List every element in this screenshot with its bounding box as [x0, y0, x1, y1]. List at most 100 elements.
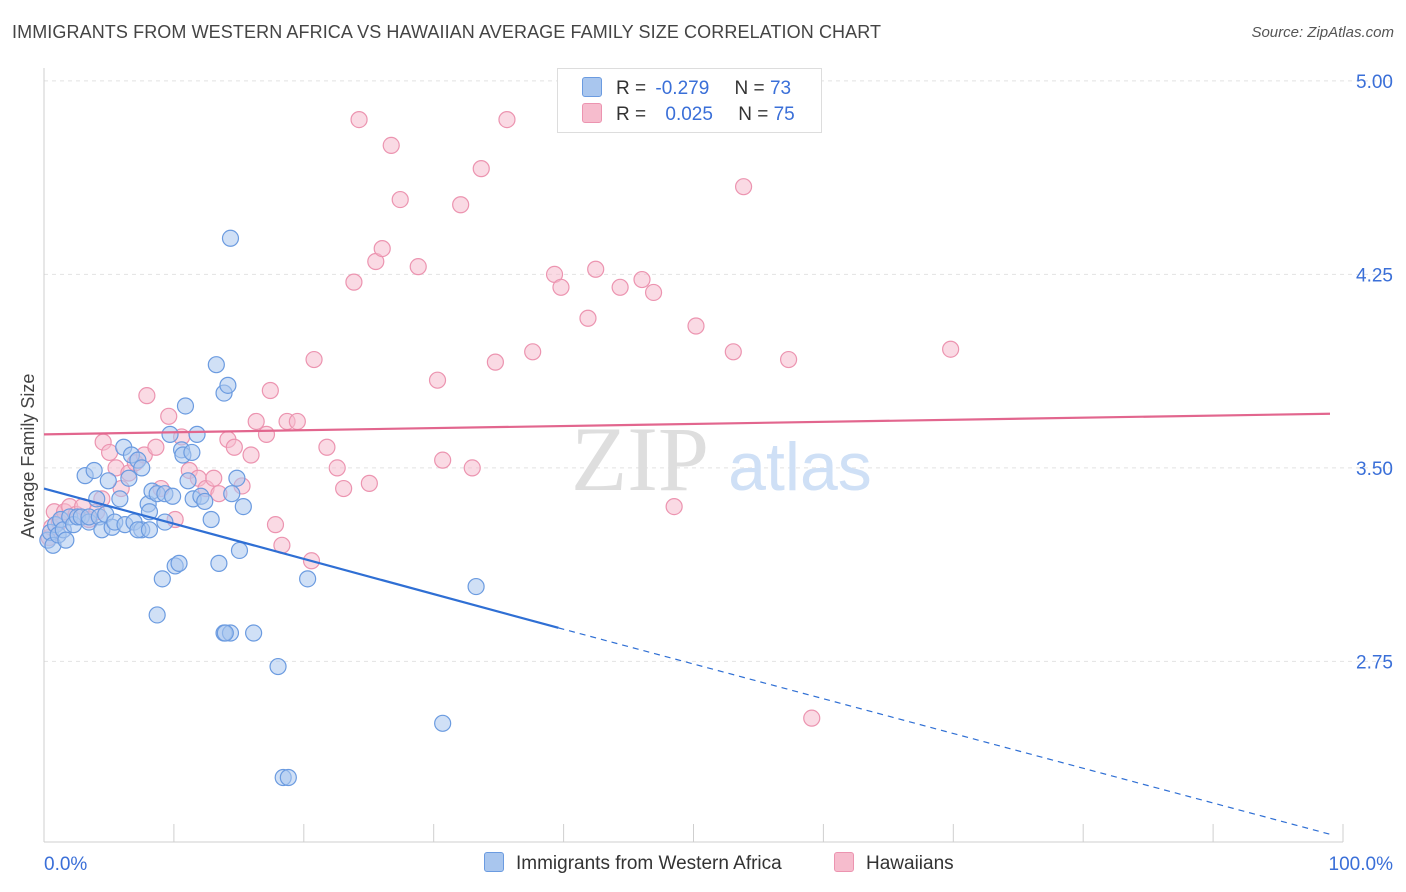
- hawaiians-point: [288, 412, 306, 431]
- hawaiians-point: [611, 278, 629, 296]
- western-africa-point: [219, 376, 237, 394]
- legend-swatch-blue: [582, 77, 602, 97]
- western-africa-point: [467, 577, 485, 596]
- western-africa-point: [221, 229, 240, 247]
- x-tick-label: 0.0%: [44, 854, 87, 875]
- hawaiians-point: [335, 479, 353, 498]
- hawaiians-point: [434, 451, 452, 469]
- western-africa-point: [176, 397, 195, 415]
- hawaiians-point: [147, 438, 165, 456]
- chart-title: IMMIGRANTS FROM WESTERN AFRICA VS HAWAII…: [12, 22, 882, 42]
- western-africa-point: [223, 485, 241, 503]
- hawaiians-point: [734, 178, 753, 196]
- hawaiians-point: [472, 160, 490, 178]
- legend-swatch-pink: [834, 852, 854, 872]
- western-africa-point: [120, 469, 138, 487]
- western-africa-point: [269, 657, 287, 676]
- western-africa-point: [245, 624, 263, 642]
- hawaiians-point: [428, 371, 447, 389]
- hawaiians-point: [687, 317, 705, 335]
- western-africa-point: [196, 492, 214, 511]
- western-africa-point: [228, 469, 246, 487]
- western-africa-point: [179, 472, 197, 490]
- legend-swatch-pink: [582, 103, 602, 123]
- western-africa-point: [148, 606, 166, 624]
- western-africa-point: [153, 570, 171, 588]
- legend-r-value: -0.279: [655, 78, 710, 99]
- western-africa-point: [299, 570, 317, 588]
- western-africa-point: [188, 425, 206, 443]
- chart-source: Source: ZipAtlas.com: [1251, 24, 1394, 41]
- hawaiians-point: [328, 459, 346, 477]
- western-africa-point: [207, 356, 225, 374]
- western-africa-point: [216, 624, 234, 642]
- hawaiians-point: [644, 283, 663, 302]
- hawaiians-point: [724, 343, 742, 361]
- blue-trend-extension: [558, 627, 1331, 835]
- hawaiians-points: [40, 110, 960, 727]
- hawaiians-point: [345, 273, 363, 291]
- legend-row-pink: R = 0.025 N = 75: [582, 103, 795, 129]
- western-africa-point: [133, 459, 151, 477]
- y-tick-label: 3.50: [1356, 459, 1393, 480]
- watermark-atlas: atlas: [728, 429, 872, 505]
- axes: [43, 68, 1343, 843]
- hawaiians-point: [579, 309, 597, 327]
- hawaiians-point: [205, 469, 223, 487]
- hawaiians-point: [942, 340, 960, 358]
- blue-trend-line: [43, 487, 559, 629]
- legend-r-value: 0.025: [665, 104, 713, 125]
- hawaiians-point: [350, 110, 368, 129]
- hawaiians-point: [452, 196, 470, 214]
- hawaiians-point: [373, 240, 391, 258]
- western-africa-point: [230, 541, 249, 560]
- western-africa-point: [99, 472, 117, 490]
- trend-lines: [43, 412, 1331, 835]
- legend-n-value: 75: [773, 104, 795, 125]
- hawaiians-point: [360, 474, 378, 492]
- y-tick-label: 2.75: [1356, 652, 1393, 673]
- hawaiians-point: [463, 459, 481, 477]
- hawaiians-point: [665, 498, 683, 516]
- legend-row-blue: R = -0.279 N = 73: [582, 77, 791, 103]
- hawaiians-point: [242, 446, 260, 464]
- legend-label-blue: Immigrants from Western Africa: [516, 853, 782, 874]
- hawaiians-point: [247, 412, 265, 431]
- legend-r-label: R =: [616, 78, 647, 99]
- western-africa-point: [234, 498, 252, 516]
- legend-n-label: N =: [734, 78, 765, 99]
- hawaiians-point: [552, 278, 570, 296]
- western-africa-point: [164, 487, 182, 505]
- hawaiians-point: [266, 516, 285, 534]
- hawaiians-point: [587, 260, 605, 278]
- y-axis-label: Average Family Size: [18, 374, 38, 539]
- x-tick-label: 100.0%: [1329, 854, 1394, 875]
- hawaiians-point: [803, 709, 821, 727]
- legend-n-value: 73: [769, 78, 792, 99]
- western-africa-point: [161, 425, 179, 443]
- hawaiians-point: [257, 425, 276, 443]
- western-africa-point: [57, 531, 75, 549]
- hawaiians-point: [225, 438, 243, 456]
- hawaiians-point: [382, 136, 400, 154]
- western-africa-point: [210, 554, 228, 572]
- western-africa-point: [183, 443, 201, 462]
- hawaiians-point: [486, 353, 504, 371]
- legend-swatch-blue: [484, 852, 504, 872]
- bottom-legend-pink: Hawaiians: [834, 852, 954, 875]
- correlation-legend: R = -0.279 N = 73 R = 0.025 N = 75: [557, 68, 822, 133]
- hawaiians-point: [524, 343, 542, 361]
- x-tick-labels: 0.0% 100.0%: [44, 854, 1393, 875]
- western-africa-point: [434, 714, 452, 732]
- western-africa-point: [202, 510, 220, 529]
- hawaiians-point: [160, 407, 178, 425]
- western-africa-point: [85, 461, 103, 480]
- legend-r-label: R =: [616, 104, 647, 125]
- y-tick-labels: 2.75 3.50 4.25 5.00: [1356, 72, 1393, 674]
- hawaiians-point: [633, 270, 651, 289]
- western-africa-point: [111, 490, 129, 508]
- y-tick-label: 4.25: [1356, 265, 1393, 286]
- bottom-legend-blue: Immigrants from Western Africa: [484, 852, 782, 875]
- hawaiians-point: [261, 381, 279, 400]
